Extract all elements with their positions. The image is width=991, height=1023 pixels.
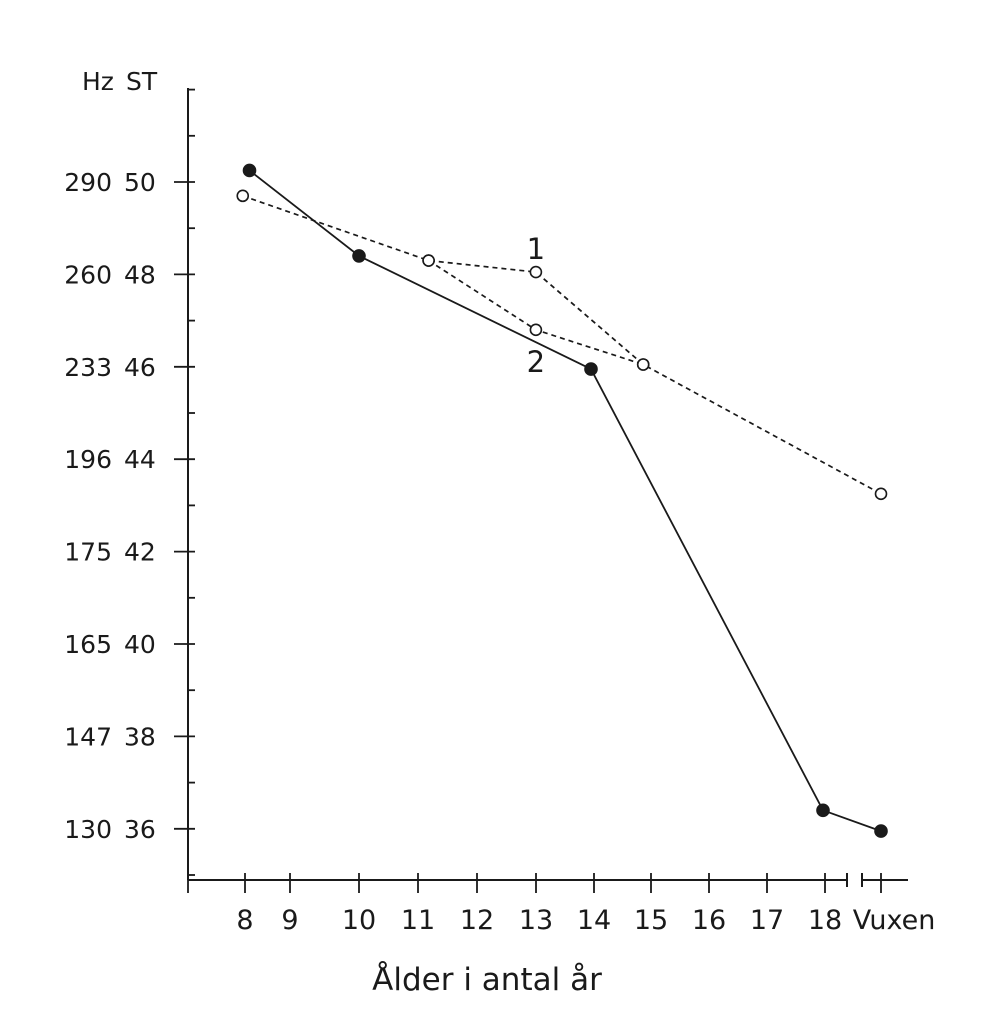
axis-ticks bbox=[174, 88, 882, 893]
series-1-point bbox=[874, 824, 888, 838]
y-tick-label-st: 40 bbox=[124, 630, 156, 659]
y-unit-st: ST bbox=[126, 67, 158, 96]
y-tick-label-hz: 175 bbox=[64, 538, 112, 567]
y-tick-label-st: 42 bbox=[124, 538, 156, 567]
series-2-point bbox=[529, 265, 543, 279]
series-1-point bbox=[242, 163, 257, 178]
series-2-point bbox=[874, 487, 888, 501]
y-tick-label-st: 38 bbox=[124, 722, 156, 751]
y-tick-label-hz: 196 bbox=[64, 445, 112, 474]
series-1-point bbox=[816, 803, 830, 818]
x-tick-label: 8 bbox=[236, 905, 253, 936]
series-lines bbox=[242, 169, 882, 832]
x-tick-label: 9 bbox=[281, 905, 298, 936]
y-unit-hz: Hz bbox=[82, 67, 114, 96]
x-tick-label: 17 bbox=[750, 905, 784, 936]
x-tick-label: Vuxen bbox=[853, 905, 936, 936]
series-3-point bbox=[422, 254, 435, 267]
x-tick-label: 18 bbox=[808, 905, 842, 936]
x-tick-label: 12 bbox=[460, 905, 494, 936]
x-axis-label: Ålder i antal år bbox=[372, 962, 602, 998]
series-annotation-label: 1 bbox=[527, 232, 545, 266]
y-tick-label-hz: 130 bbox=[64, 815, 112, 844]
y-tick-label-st: 36 bbox=[124, 815, 156, 844]
y-tick-label-hz: 233 bbox=[64, 353, 112, 382]
series-points bbox=[236, 163, 888, 838]
series-1-point bbox=[584, 362, 598, 376]
y-tick-label-hz: 290 bbox=[64, 168, 112, 197]
y-tick-label-st: 50 bbox=[124, 168, 156, 197]
series-2-point bbox=[236, 189, 250, 203]
y-tick-label-st: 44 bbox=[124, 445, 156, 474]
x-tick-label: 15 bbox=[634, 905, 668, 936]
y-tick-label-st: 48 bbox=[124, 260, 156, 289]
y-tick-label-hz: 147 bbox=[64, 722, 112, 751]
x-tick-label: 10 bbox=[342, 905, 376, 936]
series-1-line bbox=[248, 169, 882, 832]
y-tick-label-hz: 260 bbox=[64, 260, 112, 289]
series-annotation-label: 2 bbox=[527, 345, 545, 379]
series-3-point bbox=[529, 323, 543, 337]
y-tick-label-hz: 165 bbox=[64, 630, 112, 659]
series-3-point bbox=[636, 358, 650, 371]
axes bbox=[187, 88, 908, 887]
x-tick-label: 13 bbox=[519, 905, 553, 936]
y-tick-label-st: 46 bbox=[124, 353, 156, 382]
series-1-point bbox=[352, 249, 366, 263]
x-tick-label: 16 bbox=[692, 905, 726, 936]
x-tick-label: 14 bbox=[577, 905, 611, 936]
x-tick-label: 11 bbox=[401, 905, 435, 936]
